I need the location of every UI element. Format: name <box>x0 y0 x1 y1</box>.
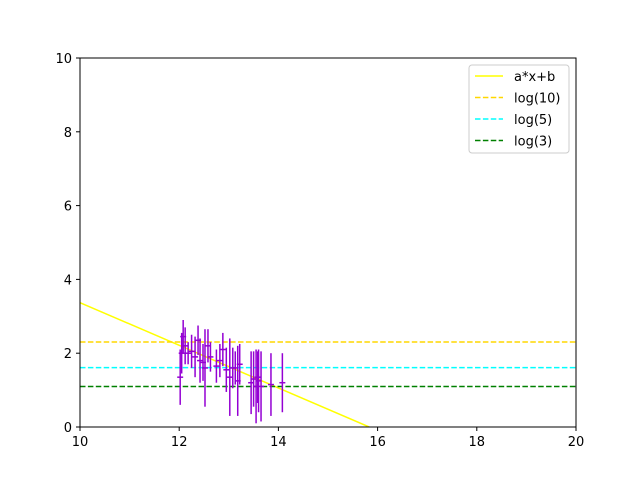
errorbar-point-12 <box>207 342 214 372</box>
legend-box <box>468 64 570 154</box>
x-tick-label-3: 16 <box>369 435 386 450</box>
errorbar-point-8 <box>197 338 204 383</box>
legend: a*x+b log(10) log(5) log(3) <box>468 64 570 154</box>
legend-label-3: log(3) <box>514 135 552 150</box>
errorbar-point-21 <box>236 343 243 385</box>
x-tick-label-1: 12 <box>171 435 188 450</box>
errorbar-point-16 <box>223 347 230 392</box>
y-tick-label-5: 10 <box>55 52 72 67</box>
x-tick-label-5: 20 <box>568 435 585 450</box>
series-line-0 <box>80 301 370 427</box>
y-tick-label-2: 4 <box>64 273 72 288</box>
errorbar-point-10 <box>202 329 208 407</box>
plot-area <box>80 301 576 427</box>
errorbar-point-27 <box>258 351 265 422</box>
errorbar-point-25 <box>254 351 261 404</box>
y-tick-label-4: 8 <box>64 126 72 141</box>
legend-label-0: a*x+b <box>514 70 555 85</box>
y-tick-label-0: 0 <box>64 421 72 436</box>
plot-content <box>80 301 576 427</box>
errorbar-point-0 <box>177 349 184 405</box>
y-tick-label-3: 6 <box>64 200 72 215</box>
errorbar-point-4 <box>185 342 192 365</box>
axes-frame <box>79 57 577 428</box>
errorbar-point-13 <box>213 349 220 383</box>
axes: 10 12 14 16 18 20 0 2 4 6 8 10 <box>55 52 584 450</box>
errorbar-point-3 <box>182 327 189 365</box>
x-tick-label-2: 14 <box>270 435 287 450</box>
legend-label-2: log(5) <box>514 113 552 128</box>
errorbar-point-28 <box>267 353 274 416</box>
errorbar-point-15 <box>219 332 226 367</box>
errorbar-point-17 <box>226 338 233 416</box>
x-tick-label-0: 10 <box>72 435 89 450</box>
errorbar-point-29 <box>279 353 286 413</box>
errorbar-point-6 <box>192 336 199 378</box>
x-tick-label-4: 18 <box>469 435 486 450</box>
errorbar-point-5 <box>188 334 195 368</box>
y-tick-label-1: 2 <box>64 347 72 362</box>
legend-label-1: log(10) <box>514 92 561 107</box>
